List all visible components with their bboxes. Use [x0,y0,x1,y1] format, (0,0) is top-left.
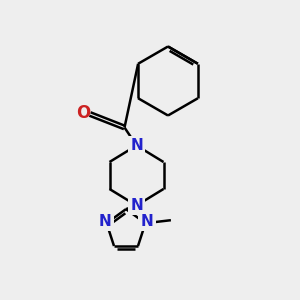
Text: N: N [99,214,112,229]
Text: N: N [130,138,143,153]
Text: N: N [130,198,143,213]
Text: N: N [140,214,153,229]
Text: O: O [76,103,91,122]
